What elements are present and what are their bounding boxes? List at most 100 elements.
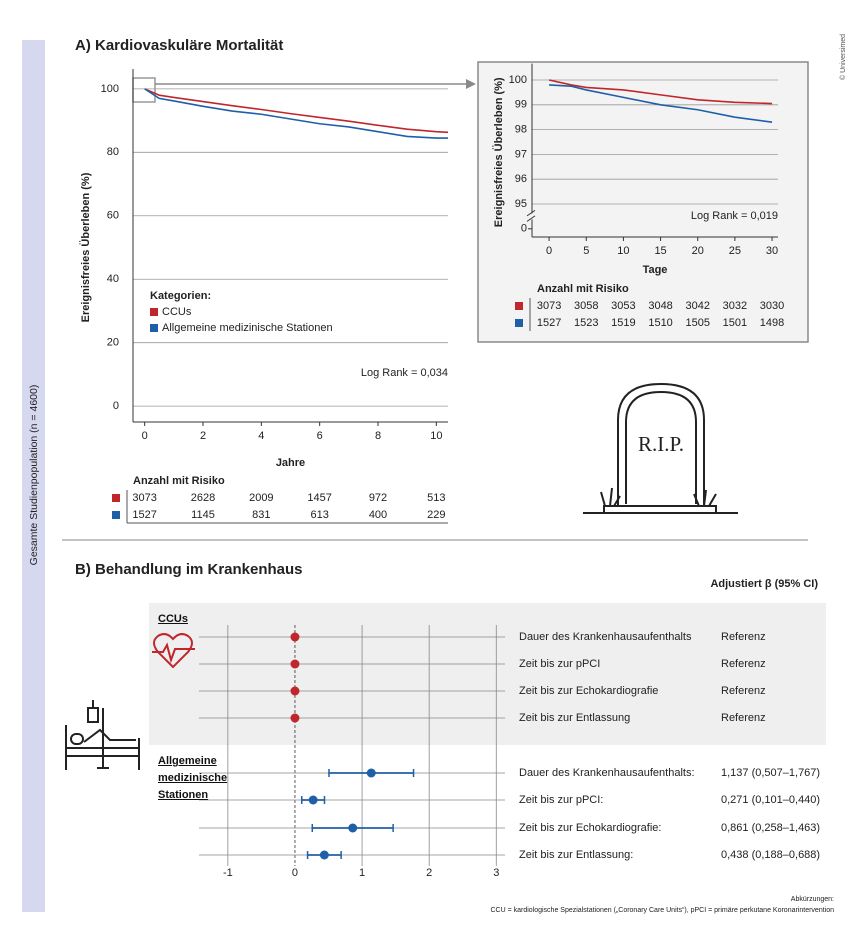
risk-row-swatch [112,511,120,519]
y-tick-label: 0 [521,223,527,235]
risk-table-title: Anzahl mit Risiko [133,475,225,487]
y-tick-label: 100 [509,74,527,86]
risk-table-title: Anzahl mit Risiko [537,283,629,295]
value-label: 1,137 (0,507–1,767) [721,767,820,779]
bed-icon [65,700,140,770]
legend-swatch [150,308,158,316]
risk-count: 3042 [685,300,709,312]
y-tick-label: 96 [515,173,527,185]
risk-count: 3073 [537,300,561,312]
x-tick-label: 1 [359,867,365,879]
value-label: Referenz [721,685,766,697]
risk-count: 1498 [760,317,784,329]
copyright: © Universimed [839,34,847,80]
x-tick-label: 5 [583,245,589,257]
risk-row-swatch [515,319,523,327]
risk-count: 1457 [307,492,331,504]
risk-count: 1519 [611,317,635,329]
x-tick-label: 0 [142,430,148,442]
y-tick-label: 60 [107,210,119,222]
value-header: Adjustiert β (95% CI) [710,578,818,590]
estimate-dot [366,768,376,778]
chart-title: A) Kardiovaskuläre Mortalität [75,37,283,54]
legend-swatch [150,324,158,332]
y-axis-label: Ereignisfreies Überleben (%) [492,77,505,227]
risk-count: 229 [427,509,445,521]
risk-count: 3058 [574,300,598,312]
risk-row-swatch [112,494,120,502]
risk-count: 3032 [723,300,747,312]
x-tick-label: 15 [654,245,666,257]
value-label: Referenz [721,658,766,670]
x-tick-label: 0 [292,867,298,879]
row-label: Zeit bis zur pPCI: [519,794,603,806]
side-label: Gesamte Studienpopulation (n = 4600) [28,385,40,566]
log-rank: Log Rank = 0,019 [691,210,778,222]
risk-count: 1527 [132,509,156,521]
survival-curve [548,79,773,105]
y-axis-label: Ereignisfreies Überleben (%) [79,172,92,322]
heart-icon [152,633,195,669]
risk-count: 1510 [648,317,672,329]
estimate-dot [290,632,300,642]
estimate-dot [290,686,300,696]
risk-count: 3053 [611,300,635,312]
x-tick-label: 6 [317,430,323,442]
ccu-band [149,603,826,745]
value-label: Referenz [721,631,766,643]
footnote-text: CCU = kardiologische Spezialstationen („… [490,907,834,914]
value-label: 0,861 (0,258–1,463) [721,822,820,834]
x-tick-label: 10 [617,245,629,257]
legend-label: Allgemeine medizinische Stationen [162,322,333,334]
row-label: Zeit bis zur Entlassung: [519,849,633,861]
risk-count: 400 [369,509,387,521]
x-axis-label: Tage [643,264,668,276]
x-tick-label: 0 [546,245,552,257]
legend-title: Kategorien: [150,290,211,302]
row-label: Zeit bis zur Echokardiografie: [519,822,661,834]
group-label: CCUs [158,613,188,625]
risk-count: 3048 [648,300,672,312]
y-tick-label: 97 [515,148,527,160]
y-tick-label: 80 [107,146,119,158]
row-label: Zeit bis zur Entlassung [519,712,630,724]
risk-count: 2628 [191,492,215,504]
risk-count: 513 [427,492,445,504]
estimate-dot [319,850,329,860]
risk-count: 831 [252,509,270,521]
estimate-dot [290,659,300,669]
y-tick-label: 20 [107,337,119,349]
row-label: Dauer des Krankenhausaufenthalts: [519,767,695,779]
y-tick-label: 99 [515,99,527,111]
footnote-heading: Abkürzungen: [791,896,834,903]
x-tick-label: 3 [493,867,499,879]
risk-count: 2009 [249,492,273,504]
risk-count: 1505 [685,317,709,329]
risk-count: 1523 [574,317,598,329]
risk-row-swatch [515,302,523,310]
y-tick-label: 98 [515,124,527,136]
risk-count: 1527 [537,317,561,329]
x-tick-label: 2 [426,867,432,879]
x-tick-label: -1 [223,867,233,879]
value-label: 0,271 (0,101–0,440) [721,794,820,806]
chart-title: B) Behandlung im Krankenhaus [75,561,303,578]
zoom-box [132,77,156,103]
axis-break-gap [526,213,538,220]
group-label: Allgemeine medizinische Stationen [158,755,228,801]
risk-count: 972 [369,492,387,504]
zoom-arrowhead [466,79,476,89]
x-tick-label: 25 [729,245,741,257]
estimate-dot [290,713,300,723]
x-tick-label: 2 [200,430,206,442]
y-tick-label: 95 [515,198,527,210]
row-label: Zeit bis zur pPCI [519,658,600,670]
x-tick-label: 8 [375,430,381,442]
risk-count: 613 [310,509,328,521]
risk-count: 3030 [760,300,784,312]
survival-curve [144,88,448,139]
log-rank: Log Rank = 0,034 [361,367,448,379]
x-tick-label: 30 [766,245,778,257]
